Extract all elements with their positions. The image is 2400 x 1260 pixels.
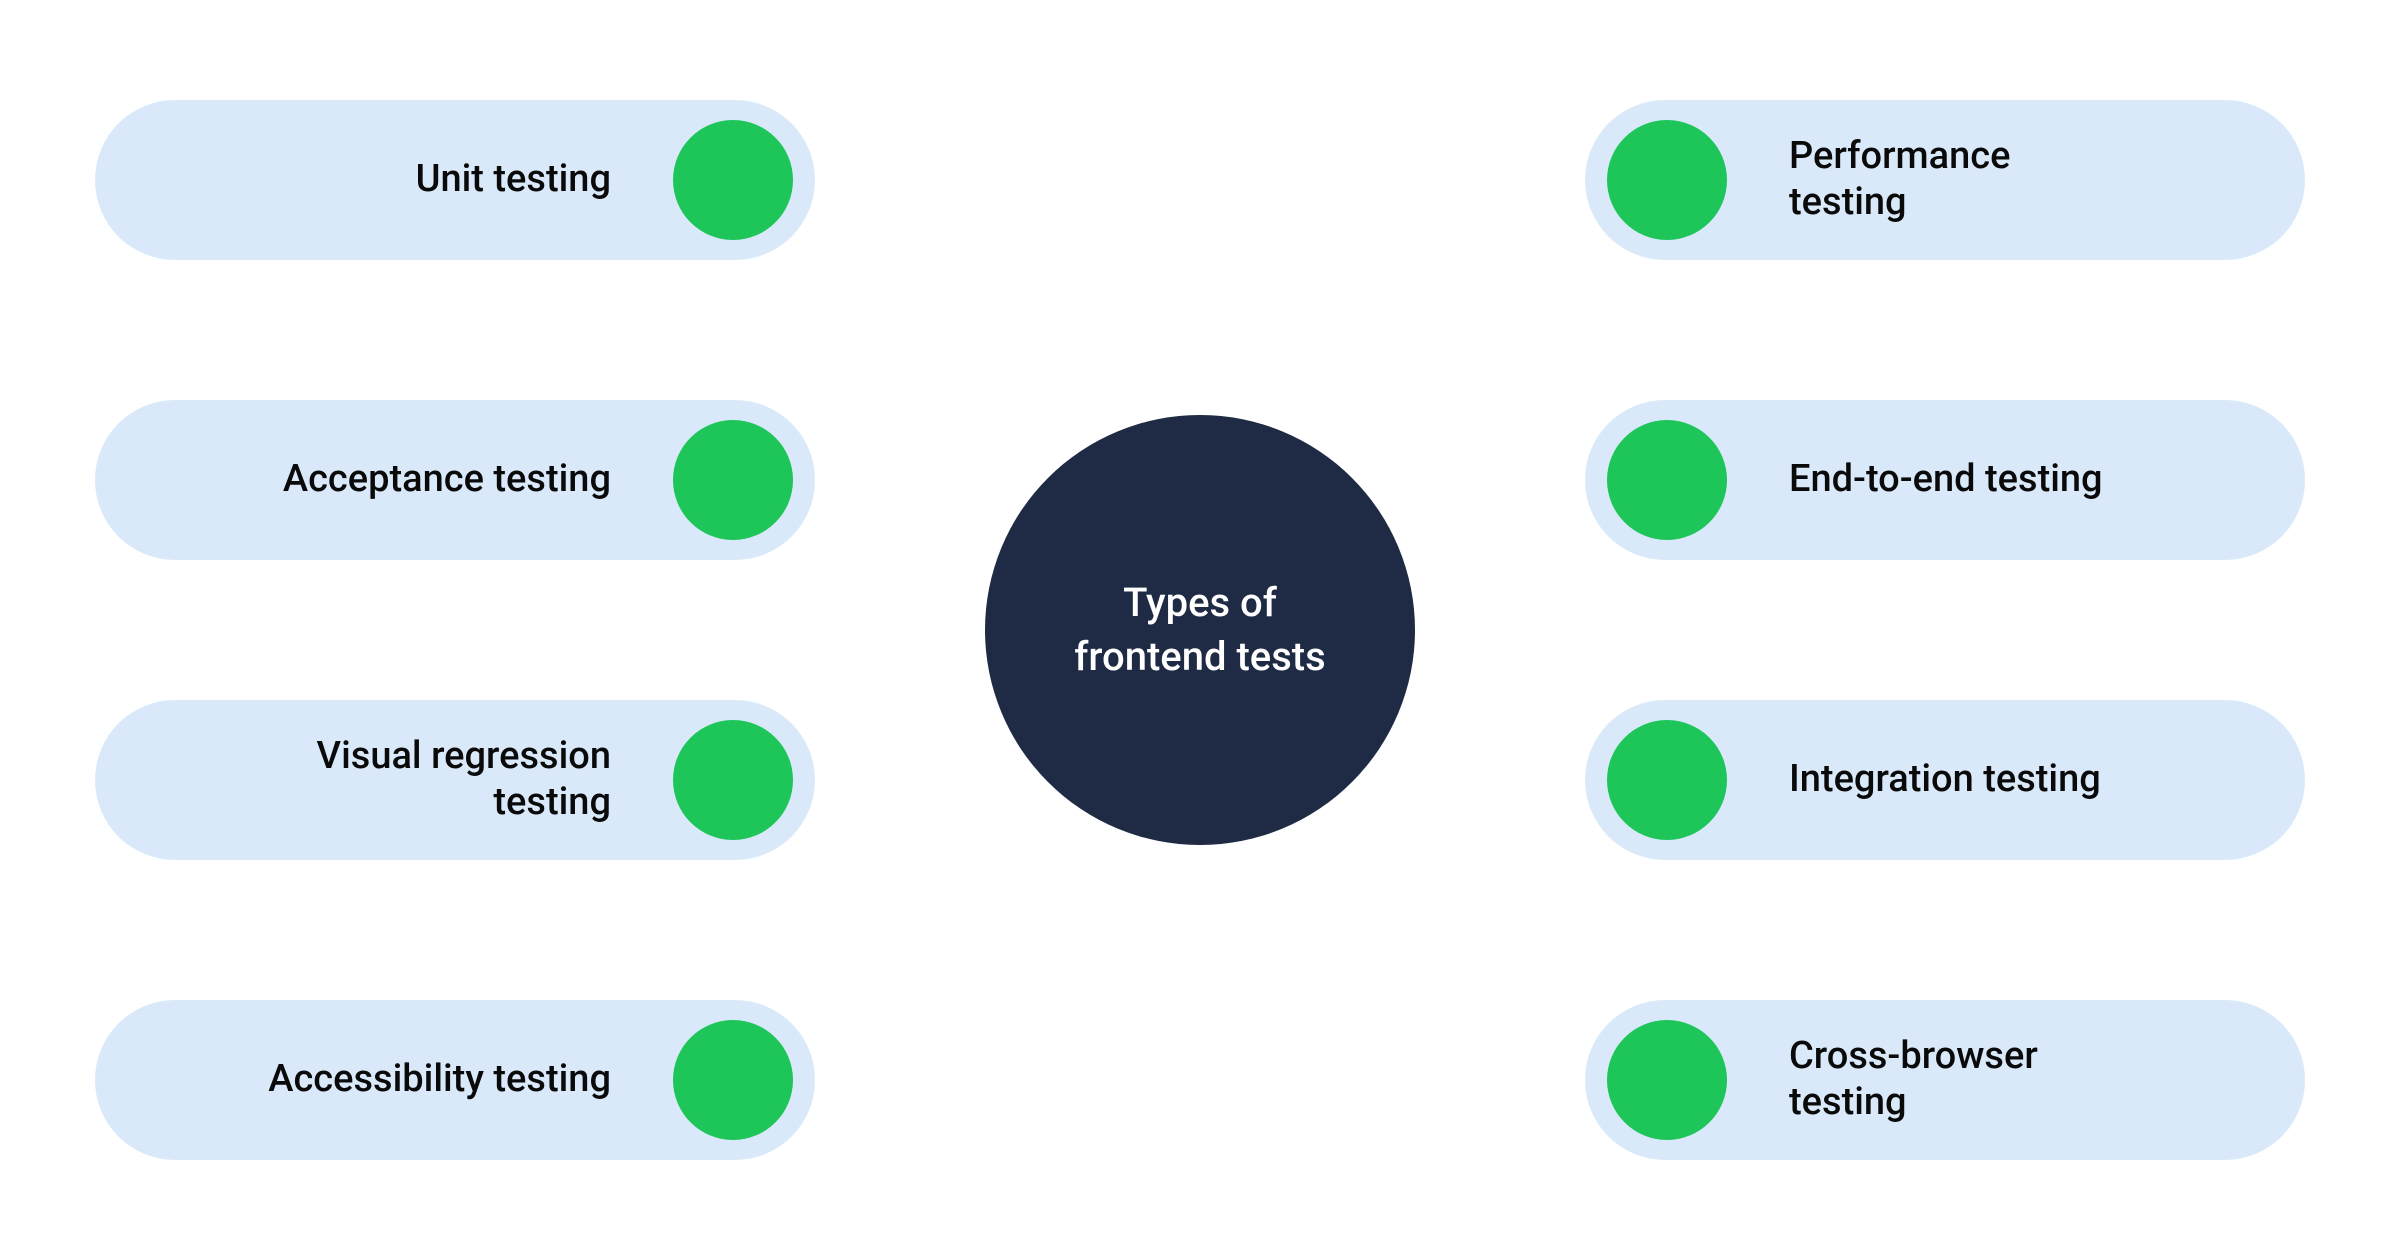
dot-marker-icon bbox=[1607, 720, 1727, 840]
testing-type-pill: Accessibility testing bbox=[95, 1000, 815, 1160]
testing-type-pill: Integration testing bbox=[1585, 700, 2305, 860]
dot-marker-icon bbox=[1607, 120, 1727, 240]
testing-type-pill: Acceptance testing bbox=[95, 400, 815, 560]
dot-marker-icon bbox=[673, 1020, 793, 1140]
left-column: Unit testing Acceptance testing Visual reg… bbox=[95, 100, 815, 1160]
pill-label: Acceptance testing bbox=[95, 457, 651, 503]
center-node: Types of frontend tests bbox=[985, 415, 1415, 845]
pill-label: Unit testing bbox=[95, 157, 651, 203]
pill-label: End-to-end testing bbox=[1749, 457, 2305, 503]
testing-type-pill: Cross-browser testing bbox=[1585, 1000, 2305, 1160]
testing-type-pill: Unit testing bbox=[95, 100, 815, 260]
dot-marker-icon bbox=[1607, 1020, 1727, 1140]
pill-label: Integration testing bbox=[1749, 757, 2305, 803]
types-of-frontend-tests-diagram: Types of frontend tests Unit testing Acce… bbox=[95, 100, 2305, 1160]
dot-marker-icon bbox=[1607, 420, 1727, 540]
pill-label: Cross-browser testing bbox=[1749, 1034, 2305, 1125]
testing-type-pill: Visual regression testing bbox=[95, 700, 815, 860]
dot-marker-icon bbox=[673, 420, 793, 540]
center-label: Types of frontend tests bbox=[1074, 576, 1325, 684]
pill-label: Accessibility testing bbox=[95, 1057, 651, 1103]
right-column: Performance testing End-to-end testing Int… bbox=[1585, 100, 2305, 1160]
testing-type-pill: Performance testing bbox=[1585, 100, 2305, 260]
pill-label: Visual regression testing bbox=[95, 734, 651, 825]
dot-marker-icon bbox=[673, 720, 793, 840]
pill-label: Performance testing bbox=[1749, 134, 2305, 225]
dot-marker-icon bbox=[673, 120, 793, 240]
testing-type-pill: End-to-end testing bbox=[1585, 400, 2305, 560]
